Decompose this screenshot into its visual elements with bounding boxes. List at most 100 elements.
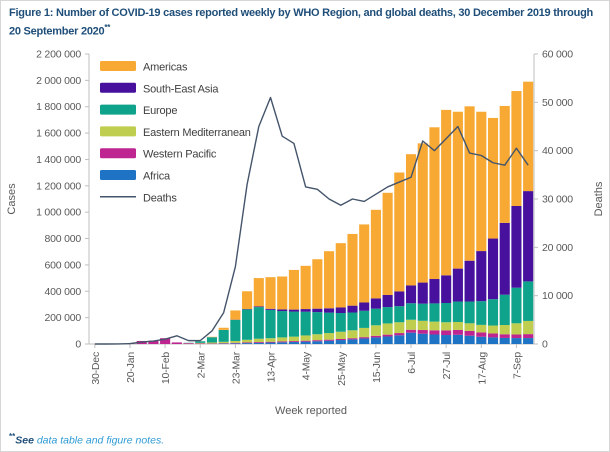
footnote-marker: **	[9, 432, 16, 441]
bar-segment-europe	[242, 309, 253, 340]
x-tick-label: 23-Mar	[230, 351, 242, 384]
left-tick-label: 400 000	[44, 286, 81, 298]
bar-segment-western_pacific	[253, 342, 264, 343]
bar-segment-africa	[370, 337, 381, 344]
left-tick-label: 1 600 000	[36, 128, 81, 140]
legend-item-deaths: Deaths	[100, 192, 178, 204]
bar-segment-africa	[324, 340, 335, 344]
bar-segment-south_east_asia	[312, 308, 323, 313]
bar-segment-south_east_asia	[300, 309, 311, 312]
bar-segment-western_pacific	[523, 334, 534, 339]
left-tick-label: 200 000	[44, 312, 81, 324]
legend-swatch	[100, 148, 136, 159]
right-tick-label: 0	[542, 339, 548, 351]
legend-item-western-pacific: Western Pacific	[100, 148, 217, 161]
bar-segment-eastern_mediterranean	[324, 333, 335, 340]
bar-segment-western_pacific	[160, 338, 171, 344]
left-tick-label: 600 000	[44, 259, 81, 271]
bar-segment-south_east_asia	[253, 306, 264, 308]
bar-segment-americas	[429, 127, 440, 280]
bar-segment-western_pacific	[370, 335, 381, 338]
bar-segment-south_east_asia	[324, 308, 335, 313]
bar-segment-americas	[487, 117, 499, 239]
bar-segment-americas	[335, 243, 346, 308]
bar-segment-americas	[417, 143, 428, 283]
bar-segment-western_pacific	[183, 343, 194, 344]
x-tick-label: 27-Jul	[441, 352, 453, 379]
footnote-link[interactable]: data table and figure notes.	[36, 434, 165, 447]
left-tick-label: 1 000 000	[36, 207, 81, 219]
bar-segment-europe	[230, 319, 241, 341]
deaths-axis-title: Deaths	[593, 181, 605, 216]
bar-segment-eastern_mediterranean	[195, 342, 206, 344]
legend-item-europe: Europe	[100, 104, 178, 117]
bar-segment-western_pacific	[359, 337, 370, 339]
legend-label: Americas	[143, 62, 188, 74]
bar-segment-eastern_mediterranean	[405, 319, 417, 330]
bar-segment-western_pacific	[452, 329, 463, 335]
bar-segment-europe	[359, 310, 370, 328]
bar-segment-americas	[464, 106, 475, 261]
bar-segment-south_east_asia	[511, 205, 522, 288]
bar-segment-eastern_mediterranean	[206, 342, 218, 344]
bar-segment-south_east_asia	[394, 291, 405, 307]
bar-segment-south_east_asia	[265, 308, 276, 310]
bar-segment-africa	[441, 335, 452, 344]
bar-segment-south_east_asia	[523, 191, 534, 282]
bar-segment-africa	[253, 342, 264, 344]
right-tick-label: 10 000	[542, 290, 573, 302]
bar-segment-western_pacific	[347, 338, 358, 340]
bar-segment-americas	[394, 172, 405, 292]
bar-segment-europe	[394, 306, 405, 323]
bar-segment-south_east_asia	[288, 309, 299, 312]
x-tick-label: 7-Sep	[511, 352, 523, 379]
footnote-see-text: See	[15, 434, 37, 447]
legend-swatch	[100, 126, 136, 137]
bar-segment-africa	[277, 342, 288, 344]
x-tick-label: 13-Apr	[266, 351, 278, 382]
bar-segment-south_east_asia	[347, 305, 358, 313]
bar-segment-western_pacific	[487, 333, 499, 338]
bar-segment-americas	[405, 154, 417, 286]
bar-segment-western_pacific	[499, 334, 510, 338]
bar-segment-africa	[265, 342, 276, 344]
bar-segment-western_pacific	[148, 340, 159, 344]
bar-segment-south_east_asia	[370, 298, 381, 309]
bar-segment-western_pacific	[382, 334, 393, 337]
right-tick-label: 60 000	[542, 49, 573, 61]
bar-segment-americas	[265, 277, 276, 309]
x-tick-label: 20-Jan	[125, 352, 137, 383]
x-tick-label: 30-Dec	[90, 352, 102, 385]
bar-segment-americas	[312, 259, 323, 309]
bar-segment-africa	[335, 340, 346, 344]
legend-item-americas: Americas	[100, 61, 188, 74]
bar-segment-americas	[277, 276, 288, 310]
bar-segment-south_east_asia	[464, 260, 475, 302]
bar-segment-eastern_mediterranean	[417, 320, 428, 331]
bar-segment-americas	[242, 291, 253, 310]
bar-segment-western_pacific	[277, 341, 288, 343]
bar-segment-europe	[405, 303, 417, 320]
bar-segment-eastern_mediterranean	[499, 325, 510, 335]
bar-segment-europe	[487, 299, 499, 326]
legend-swatch	[100, 170, 136, 180]
bar-segment-africa	[499, 337, 510, 344]
bar-segment-americas	[347, 233, 358, 306]
right-tick-label: 30 000	[542, 194, 573, 206]
bar-segment-eastern_mediterranean	[382, 323, 393, 335]
bar-segment-europe	[429, 303, 440, 322]
bar-segment-africa	[523, 338, 534, 344]
bar-segment-south_east_asia	[476, 251, 487, 302]
bar-segment-americas	[300, 265, 311, 310]
bar-segment-south_east_asia	[452, 268, 463, 302]
legend-label: Deaths	[143, 192, 177, 204]
left-tick-label: 800 000	[44, 233, 81, 245]
left-tick-label: 1 400 000	[36, 154, 81, 166]
bar-segment-western_pacific	[195, 343, 206, 344]
bar-segment-eastern_mediterranean	[335, 331, 346, 339]
bar-segment-americas	[288, 269, 299, 310]
bar-segment-eastern_mediterranean	[312, 334, 323, 341]
bar-segment-americas	[441, 109, 452, 276]
bar-segment-europe	[324, 312, 335, 334]
